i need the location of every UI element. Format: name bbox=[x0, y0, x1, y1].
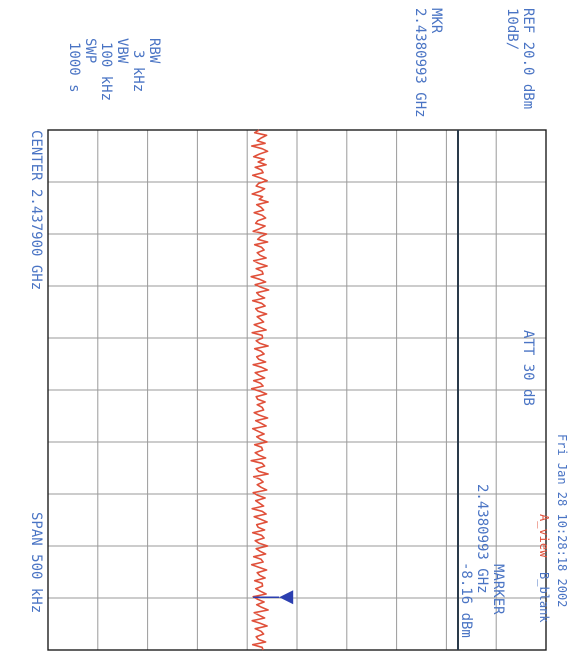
marker-title: MARKER bbox=[490, 564, 506, 615]
swp-value: 1000 s bbox=[66, 42, 82, 93]
ref-scale-label: 10dB/ bbox=[504, 8, 520, 50]
mkr-label: MKR bbox=[428, 8, 444, 34]
trace-b-info: B_blank bbox=[537, 572, 551, 623]
vbw-value: 100 kHz bbox=[98, 42, 114, 101]
marker-frequency: 2.4380993 GHz bbox=[474, 484, 490, 594]
datetime-label: Fri Jan 28 10:28:18 2002 bbox=[555, 434, 569, 607]
attenuation-label: ATT 30 dB bbox=[520, 330, 536, 406]
trace-a-info: A_view bbox=[537, 514, 551, 558]
center-frequency: CENTER 2.437900 GHz bbox=[28, 130, 44, 290]
span-label: SPAN 500 kHz bbox=[28, 512, 44, 613]
swp-label: SWP bbox=[82, 38, 98, 63]
rbw-value: 3 kHz bbox=[130, 50, 146, 92]
vbw-label: VBW bbox=[114, 38, 130, 64]
marker-triangle-icon bbox=[279, 590, 293, 604]
marker bbox=[253, 590, 293, 604]
ref-level-label: REF 20.0 dBm bbox=[520, 8, 536, 109]
marker-level: -8.16 dBm bbox=[458, 562, 474, 638]
rbw-label: RBW bbox=[146, 38, 162, 64]
mkr-frequency: 2.4380993 GHz bbox=[412, 8, 428, 118]
